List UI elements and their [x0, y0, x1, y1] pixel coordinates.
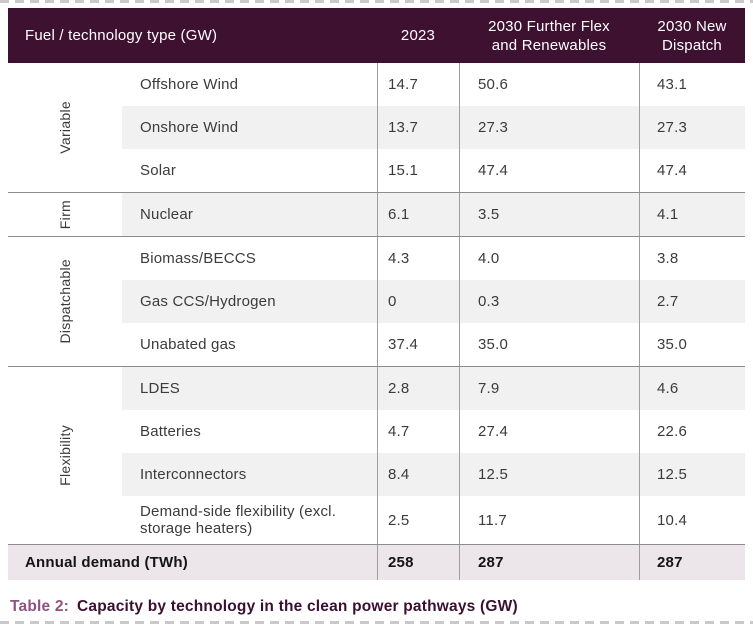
- value-2023: 4.3: [377, 237, 459, 280]
- group-label-variable: Variable: [57, 101, 73, 154]
- annual-demand-2023: 258: [377, 545, 459, 580]
- group-label-flexibility: Flexibility: [57, 425, 73, 486]
- table-header-row: Fuel / technology type (GW) 2023 2030 Fu…: [8, 8, 745, 63]
- value-2023: 37.4: [377, 323, 459, 366]
- group-cell-flexibility: Flexibility: [8, 367, 122, 544]
- table-row: Batteries 4.7 27.4 22.6: [122, 410, 745, 453]
- bottom-dashed-rule: [0, 621, 753, 624]
- value-further-flex: 7.9: [459, 367, 639, 410]
- table-row: Onshore Wind 13.7 27.3 27.3: [122, 106, 745, 149]
- section-firm: Firm Nuclear 6.1 3.5 4.1: [8, 192, 745, 236]
- row-label: Gas CCS/Hydrogen: [140, 293, 276, 310]
- value-new-dispatch: 22.6: [639, 410, 745, 453]
- value-new-dispatch: 12.5: [639, 453, 745, 496]
- value-2023: 15.1: [377, 149, 459, 192]
- row-label: Unabated gas: [140, 336, 236, 353]
- value-further-flex: 11.7: [459, 496, 639, 544]
- group-label-firm: Firm: [57, 199, 73, 230]
- value-further-flex: 27.4: [459, 410, 639, 453]
- section-variable: Variable Offshore Wind 14.7 50.6 43.1 On…: [8, 63, 745, 192]
- row-label: LDES: [140, 380, 180, 397]
- table-row: Offshore Wind 14.7 50.6 43.1: [122, 63, 745, 106]
- group-cell-variable: Variable: [8, 63, 122, 192]
- group-cell-dispatchable: Dispatchable: [8, 237, 122, 366]
- row-label: Solar: [140, 162, 177, 179]
- table-row: Gas CCS/Hydrogen 0 0.3 2.7: [122, 280, 745, 323]
- annual-demand-further-flex: 287: [459, 545, 639, 580]
- value-further-flex: 35.0: [459, 323, 639, 366]
- value-further-flex: 3.5: [459, 193, 639, 236]
- value-further-flex: 0.3: [459, 280, 639, 323]
- value-further-flex: 47.4: [459, 149, 639, 192]
- value-2023: 0: [377, 280, 459, 323]
- row-label: Biomass/BECCS: [140, 250, 256, 267]
- caption-text: Capacity by technology in the clean powe…: [77, 598, 518, 615]
- value-2023: 8.4: [377, 453, 459, 496]
- value-2023: 2.8: [377, 367, 459, 410]
- top-dashed-rule: [0, 0, 753, 3]
- value-further-flex: 4.0: [459, 237, 639, 280]
- annual-demand-row: Annual demand (TWh) 258 287 287: [8, 544, 745, 580]
- value-new-dispatch: 3.8: [639, 237, 745, 280]
- value-2023: 14.7: [377, 63, 459, 106]
- table-row: Nuclear 6.1 3.5 4.1: [122, 193, 745, 236]
- value-further-flex: 27.3: [459, 106, 639, 149]
- table-row: LDES 2.8 7.9 4.6: [122, 367, 745, 410]
- table-row: Biomass/BECCS 4.3 4.0 3.8: [122, 237, 745, 280]
- row-label: Interconnectors: [140, 466, 247, 483]
- value-2023: 13.7: [377, 106, 459, 149]
- table-row: Unabated gas 37.4 35.0 35.0: [122, 323, 745, 366]
- table-caption: Table 2: Capacity by technology in the cl…: [10, 598, 518, 616]
- value-new-dispatch: 27.3: [639, 106, 745, 149]
- value-2023: 2.5: [377, 496, 459, 544]
- header-2030-new-dispatch: 2030 New Dispatch: [657, 17, 727, 54]
- table-row: Solar 15.1 47.4 47.4: [122, 149, 745, 192]
- section-dispatchable: Dispatchable Biomass/BECCS 4.3 4.0 3.8 G…: [8, 236, 745, 366]
- table-row: Demand-side flexibility (excl. storage h…: [122, 496, 745, 544]
- header-2030-further-flex: 2030 Further Flex and Renewables: [488, 17, 610, 54]
- capacity-table: Fuel / technology type (GW) 2023 2030 Fu…: [8, 8, 745, 580]
- group-cell-firm: Firm: [8, 193, 122, 236]
- value-further-flex: 50.6: [459, 63, 639, 106]
- caption-number: Table 2:: [10, 598, 70, 615]
- value-new-dispatch: 10.4: [639, 496, 745, 544]
- value-new-dispatch: 47.4: [639, 149, 745, 192]
- value-new-dispatch: 4.1: [639, 193, 745, 236]
- row-label: Batteries: [140, 423, 201, 440]
- value-new-dispatch: 35.0: [639, 323, 745, 366]
- row-label: Offshore Wind: [140, 76, 239, 93]
- table-row: Interconnectors 8.4 12.5 12.5: [122, 453, 745, 496]
- row-label: Nuclear: [140, 206, 194, 223]
- value-further-flex: 12.5: [459, 453, 639, 496]
- header-2023: 2023: [400, 27, 436, 44]
- value-2023: 4.7: [377, 410, 459, 453]
- annual-demand-new-dispatch: 287: [639, 545, 745, 580]
- value-new-dispatch: 4.6: [639, 367, 745, 410]
- header-fuel-technology: Fuel / technology type (GW): [25, 27, 218, 44]
- row-label: Onshore Wind: [140, 119, 239, 136]
- annual-demand-label: Annual demand (TWh): [25, 554, 188, 571]
- value-new-dispatch: 2.7: [639, 280, 745, 323]
- value-new-dispatch: 43.1: [639, 63, 745, 106]
- group-label-dispatchable: Dispatchable: [57, 259, 73, 344]
- section-flexibility: Flexibility LDES 2.8 7.9 4.6 Batteries 4…: [8, 366, 745, 544]
- row-label: Demand-side flexibility (excl. storage h…: [140, 503, 337, 537]
- value-2023: 6.1: [377, 193, 459, 236]
